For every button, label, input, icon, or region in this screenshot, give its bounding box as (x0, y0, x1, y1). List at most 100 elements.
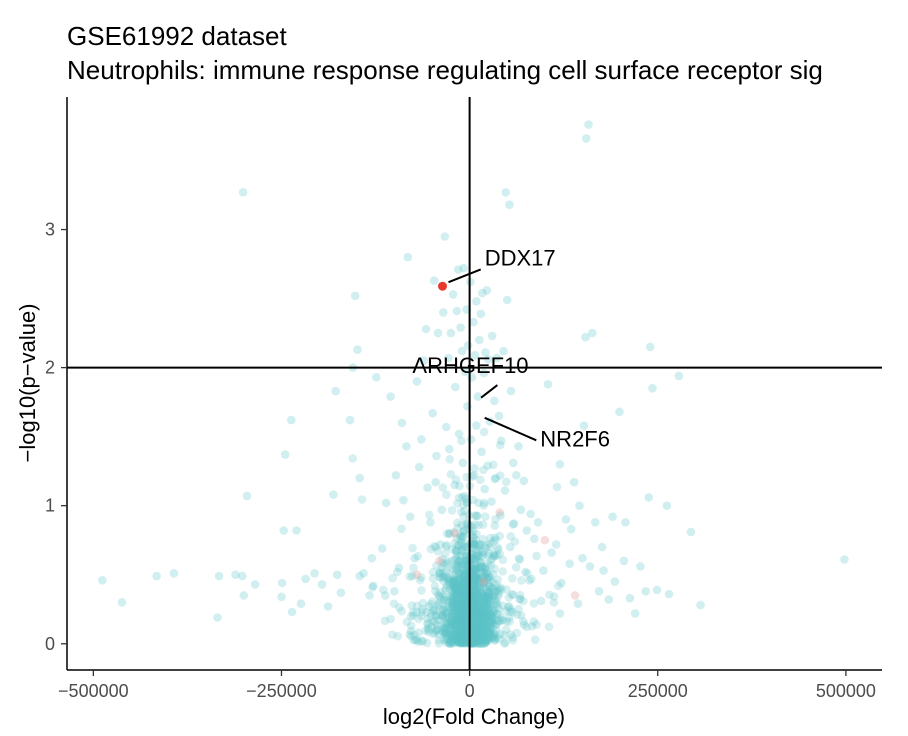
cloud-point (460, 590, 470, 599)
cloud-point (397, 606, 407, 616)
cloud-point (431, 612, 441, 621)
data-point (287, 415, 296, 425)
cloud-point (447, 544, 457, 554)
cloud-point (469, 624, 479, 634)
cloud-point (455, 552, 464, 562)
cloud-point (471, 619, 480, 629)
cloud-point (498, 555, 508, 565)
cloud-point (504, 601, 514, 611)
cloud-point (456, 591, 466, 600)
cloud-point (454, 620, 463, 629)
cloud-point (452, 608, 462, 617)
cloud-point (471, 629, 481, 638)
cloud-point (474, 619, 484, 629)
cloud-point (473, 575, 483, 584)
data-point (417, 435, 426, 444)
faint-highlight-point (450, 529, 459, 538)
data-point (440, 232, 450, 241)
cloud-point (461, 614, 471, 624)
cloud-point (448, 579, 457, 589)
cloud-point (476, 639, 486, 648)
cloud-point (482, 612, 492, 622)
cloud-point (470, 598, 479, 607)
cloud-point (455, 625, 465, 635)
cloud-point (482, 568, 492, 578)
cloud-point (450, 593, 459, 602)
data-point (604, 595, 614, 604)
cloud-point (470, 637, 479, 647)
cloud-point (473, 592, 482, 602)
cloud-point (459, 631, 468, 641)
cloud-point (458, 632, 467, 642)
cloud-point (474, 577, 483, 586)
cloud-point (452, 615, 462, 624)
cloud-point (480, 624, 489, 633)
data-point (433, 328, 443, 338)
data-point (238, 571, 247, 581)
cloud-point (442, 567, 451, 577)
cloud-point (448, 634, 457, 644)
cloud-point (472, 590, 482, 599)
cloud-point (458, 611, 467, 620)
cloud-point (464, 619, 473, 629)
cloud-point (492, 599, 501, 608)
cloud-point (408, 543, 417, 553)
cloud-point (479, 609, 489, 619)
cloud-point (454, 619, 464, 628)
cloud-point (442, 581, 452, 590)
cloud-point (477, 587, 487, 597)
data-point (594, 587, 604, 596)
cloud-point (447, 638, 456, 647)
cloud-point (424, 619, 433, 629)
cloud-point (447, 614, 457, 623)
cloud-point (470, 610, 480, 620)
cloud-point (457, 624, 466, 633)
cloud-point (492, 551, 502, 560)
cloud-point (464, 601, 473, 610)
cloud-point (449, 621, 459, 630)
cloud-point (471, 598, 480, 608)
cloud-point (478, 613, 487, 622)
cloud-point (461, 539, 470, 548)
cloud-point (455, 614, 465, 623)
cloud-point (455, 612, 464, 621)
cloud-point (457, 637, 467, 647)
cloud-point (483, 618, 493, 627)
cloud-point (484, 589, 494, 598)
cloud-point (447, 597, 457, 606)
cloud-point (451, 601, 461, 610)
cloud-point (506, 532, 515, 541)
cloud-point (469, 601, 478, 611)
cloud-point (470, 632, 480, 641)
cloud-point (471, 635, 481, 645)
cloud-point (488, 569, 498, 579)
cloud-point (469, 601, 478, 611)
data-point (696, 600, 705, 610)
cloud-point (452, 609, 461, 618)
leader-line (448, 268, 482, 284)
cloud-point (484, 551, 494, 561)
cloud-point (503, 602, 513, 612)
cloud-point (480, 601, 490, 610)
cloud-point (458, 621, 467, 630)
cloud-point (474, 624, 484, 634)
cloud-point (487, 617, 497, 626)
cloud-point (460, 630, 469, 639)
cloud-point (470, 637, 480, 646)
cloud-point (451, 620, 460, 630)
cloud-point (431, 610, 440, 620)
cloud-point (476, 608, 485, 618)
cloud-point (456, 574, 466, 584)
cloud-point (457, 615, 466, 625)
cloud-point (461, 617, 470, 627)
cloud-point (453, 606, 462, 615)
data-point (239, 591, 249, 600)
cloud-point (552, 482, 562, 492)
cloud-point (475, 628, 484, 638)
cloud-point (473, 573, 482, 583)
cloud-point (446, 616, 456, 626)
cloud-point (460, 618, 469, 627)
cloud-point (469, 579, 479, 589)
cloud-point (454, 637, 463, 647)
